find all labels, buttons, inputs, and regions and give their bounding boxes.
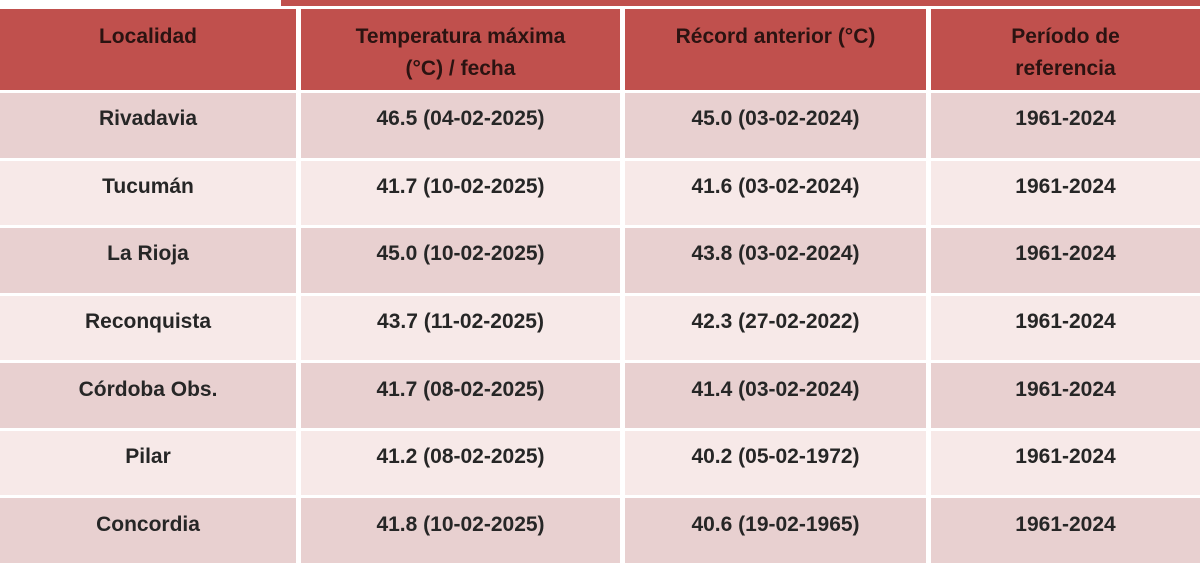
data-table: Localidad Temperatura máxima (°C) / fech…	[0, 9, 1200, 563]
temp-max-cell: 41.2 (08-02-2025)	[301, 430, 620, 496]
record-cell: 45.0 (03-02-2024)	[625, 93, 926, 158]
record-cell: 40.2 (05-02-1972)	[625, 430, 926, 496]
temp-max-cell: 45.0 (10-02-2025)	[301, 228, 620, 293]
temp-max-cell: 41.7 (10-02-2025)	[301, 160, 620, 226]
record-cell: 41.6 (03-02-2024)	[625, 160, 926, 226]
period-cell: 1961-2024	[931, 160, 1200, 226]
period-cell: 1961-2024	[931, 363, 1200, 428]
locality-cell: Córdoba Obs.	[0, 363, 296, 428]
period-cell: 1961-2024	[931, 93, 1200, 158]
locality-cell: Tucumán	[0, 160, 296, 226]
locality-cell: Pilar	[0, 430, 296, 496]
temp-max-cell: 41.8 (10-02-2025)	[301, 498, 620, 563]
temp-max-cell: 41.7 (08-02-2025)	[301, 363, 620, 428]
record-cell: 42.3 (27-02-2022)	[625, 295, 926, 361]
locality-cell: Concordia	[0, 498, 296, 563]
table-top-border	[281, 0, 1200, 6]
temp-max-cell: 46.5 (04-02-2025)	[301, 93, 620, 158]
record-cell: 43.8 (03-02-2024)	[625, 228, 926, 293]
period-cell: 1961-2024	[931, 498, 1200, 563]
period-cell: 1961-2024	[931, 430, 1200, 496]
locality-cell: Rivadavia	[0, 93, 296, 158]
period-cell: 1961-2024	[931, 228, 1200, 293]
locality-cell: Reconquista	[0, 295, 296, 361]
column-header-temperatura: Temperatura máxima (°C) / fecha	[301, 9, 620, 90]
column-header-record: Récord anterior (°C)	[625, 9, 926, 90]
temp-max-cell: 43.7 (11-02-2025)	[301, 295, 620, 361]
record-cell: 41.4 (03-02-2024)	[625, 363, 926, 428]
column-header-localidad: Localidad	[0, 9, 296, 90]
column-header-periodo: Período de referencia	[931, 9, 1200, 90]
locality-cell: La Rioja	[0, 228, 296, 293]
record-cell: 40.6 (19-02-1965)	[625, 498, 926, 563]
period-cell: 1961-2024	[931, 295, 1200, 361]
